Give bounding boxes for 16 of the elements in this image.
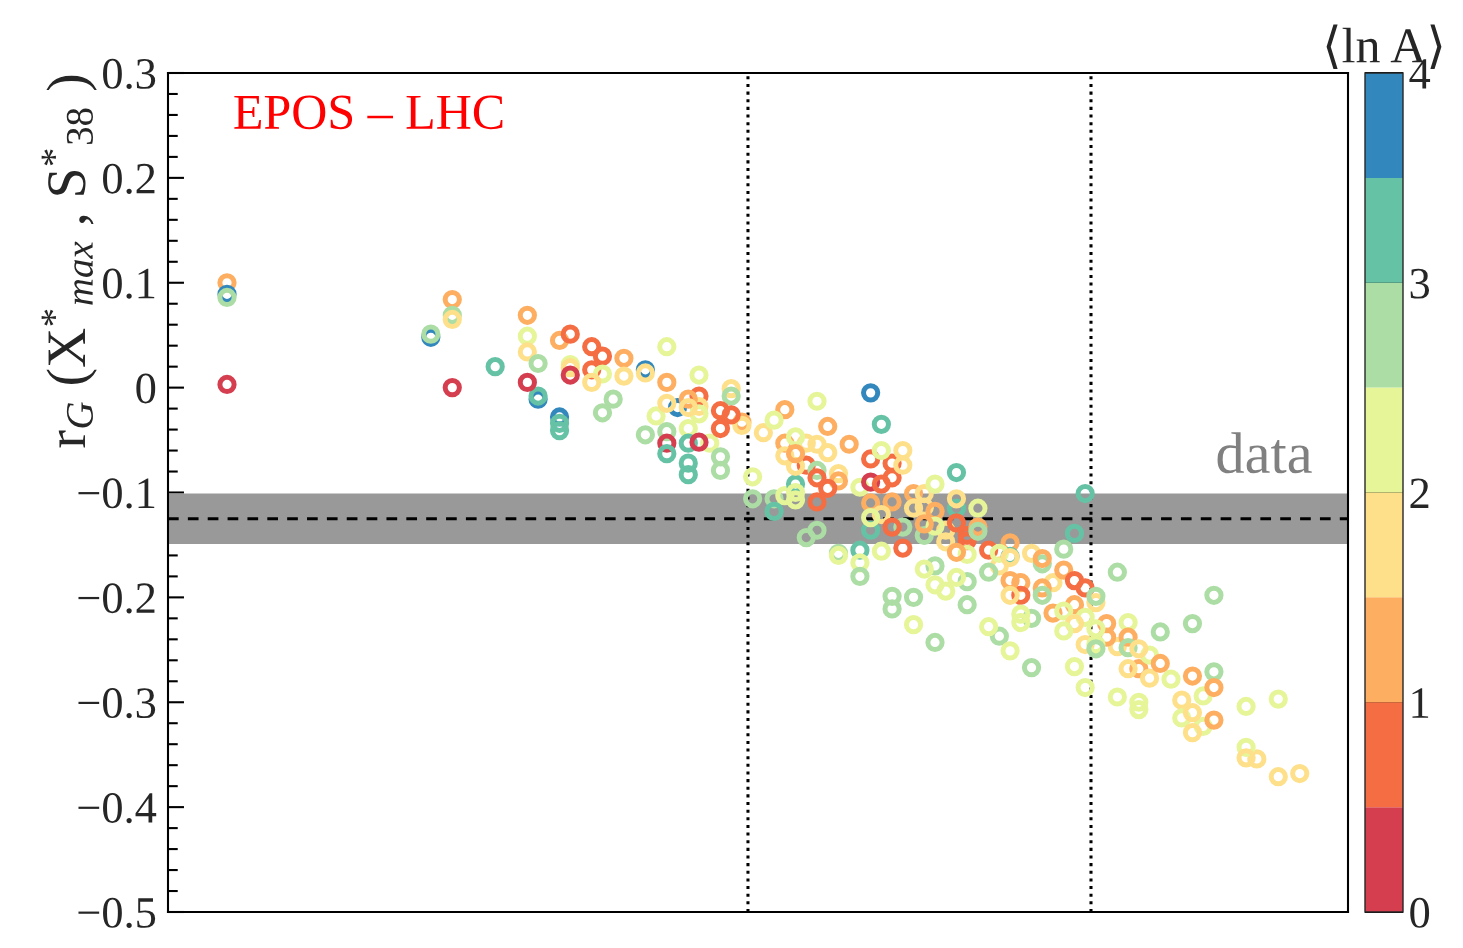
color-bar-label: 3	[1410, 268, 1430, 299]
y-tick-label: −0.4	[78, 792, 157, 824]
color-bar-label: 0	[1410, 897, 1430, 928]
chart-title: EPOS – LHC	[234, 95, 503, 130]
y-tick-label: 0.3	[103, 58, 156, 90]
y-tick-label: −0.1	[78, 478, 155, 509]
color-bar-label: 2	[1410, 478, 1429, 508]
color-bar-label: 1	[1412, 688, 1429, 718]
y-tick-label: 0.2	[103, 163, 155, 194]
y-tick-label: −0.5	[78, 897, 156, 929]
y-tick-label: −0.3	[78, 688, 156, 719]
y-tick-label: −0.2	[78, 583, 155, 614]
y-tick-label: 0	[136, 373, 156, 404]
y-tick-label: 0.1	[103, 268, 155, 299]
band-label: data	[1217, 432, 1312, 474]
text: r$_{G}$ (X$^{*}$$_{max}$ , S$^{*}$$_{38}$ )	[41, 75, 97, 448]
